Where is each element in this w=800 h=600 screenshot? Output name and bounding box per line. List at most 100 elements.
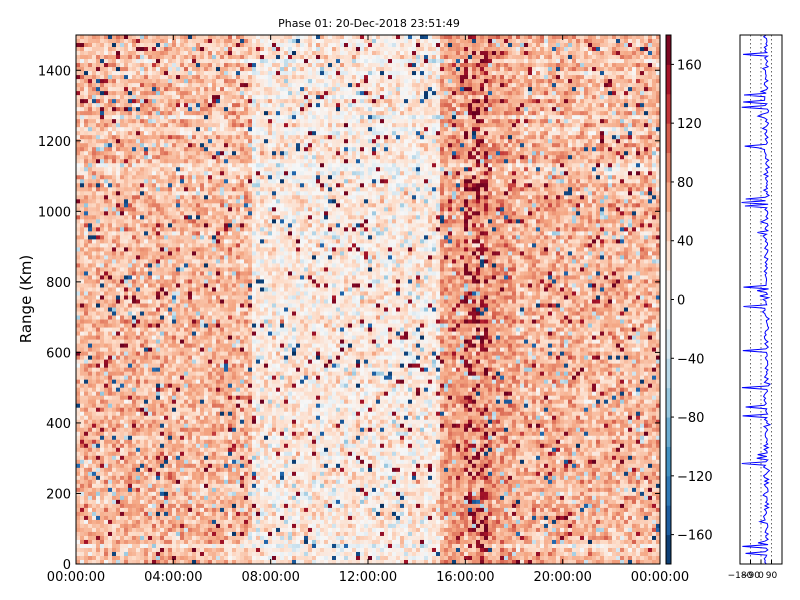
heatmap-cell <box>92 312 96 316</box>
heatmap-cell <box>92 516 96 520</box>
heatmap-cell <box>104 203 108 207</box>
heatmap-cell <box>108 460 112 464</box>
heatmap-cell <box>108 544 112 548</box>
heatmap-cell <box>84 316 88 320</box>
heatmap-cell <box>100 532 104 536</box>
heatmap-cell <box>84 544 88 548</box>
heatmap-cell <box>108 143 112 147</box>
heatmap-cell <box>92 195 96 199</box>
heatmap-cell <box>88 404 92 408</box>
heatmap-cell <box>104 127 108 131</box>
heatmap-cell <box>96 332 100 336</box>
heatmap-cell <box>84 548 88 552</box>
heatmap-cell <box>112 83 116 87</box>
heatmap-cell <box>116 368 120 372</box>
heatmap-cell <box>108 167 112 171</box>
heatmap-cell <box>88 111 92 115</box>
heatmap-cell <box>96 496 100 500</box>
heatmap-cell <box>104 376 108 380</box>
heatmap-cell <box>116 247 120 251</box>
heatmap-cell <box>76 287 80 291</box>
heatmap-cell <box>112 171 116 175</box>
heatmap-cell <box>76 524 80 528</box>
heatmap-cell <box>116 372 120 376</box>
heatmap-cell <box>92 416 96 420</box>
heatmap-cell <box>108 436 112 440</box>
heatmap-cell <box>84 512 88 516</box>
heatmap-cell <box>100 123 104 127</box>
heatmap-cell <box>104 540 108 544</box>
heatmap-cell <box>104 412 108 416</box>
heatmap-cell <box>84 392 88 396</box>
heatmap-cell <box>112 255 116 259</box>
heatmap-cell <box>104 324 108 328</box>
heatmap-cell <box>104 544 108 548</box>
heatmap-cell <box>100 352 104 356</box>
heatmap-cell <box>92 472 96 476</box>
heatmap-cell <box>112 191 116 195</box>
heatmap-cell <box>88 376 92 380</box>
heatmap-cell <box>120 39 124 43</box>
heatmap-cell <box>112 55 116 59</box>
heatmap-cell <box>104 416 108 420</box>
heatmap-cell <box>108 472 112 476</box>
heatmap-cell <box>80 119 84 123</box>
heatmap-cell <box>96 444 100 448</box>
heatmap-cell <box>80 348 84 352</box>
heatmap-cell <box>100 179 104 183</box>
heatmap-cell <box>116 251 120 255</box>
heatmap-cell <box>112 524 116 528</box>
heatmap-cell <box>96 480 100 484</box>
heatmap-cell <box>84 211 88 215</box>
heatmap-cell <box>76 195 80 199</box>
heatmap-cell <box>112 320 116 324</box>
heatmap-cell <box>120 123 124 127</box>
heatmap-cell <box>112 183 116 187</box>
heatmap-cell <box>108 328 112 332</box>
heatmap-cell <box>80 480 84 484</box>
heatmap-cell <box>96 211 100 215</box>
heatmap-cell <box>92 364 96 368</box>
heatmap-cell <box>88 448 92 452</box>
heatmap-cell <box>96 179 100 183</box>
heatmap-cell <box>112 452 116 456</box>
heatmap-cell <box>84 376 88 380</box>
heatmap-cell <box>88 552 92 556</box>
heatmap-cell <box>112 392 116 396</box>
heatmap-cell <box>88 368 92 372</box>
heatmap-cell <box>76 291 80 295</box>
heatmap-cell <box>108 508 112 512</box>
heatmap-cell <box>88 219 92 223</box>
heatmap-cell <box>76 139 80 143</box>
heatmap-cell <box>88 259 92 263</box>
heatmap-cell <box>108 219 112 223</box>
heatmap-cell <box>76 360 80 364</box>
heatmap-cell <box>100 251 104 255</box>
heatmap-cell <box>112 496 116 500</box>
heatmap-cell <box>88 79 92 83</box>
heatmap-cell <box>108 492 112 496</box>
heatmap-cell <box>96 267 100 271</box>
heatmap-cell <box>120 135 124 139</box>
heatmap-cell <box>76 428 80 432</box>
heatmap-cell <box>116 127 120 131</box>
heatmap-cell <box>108 43 112 47</box>
heatmap-cell <box>84 484 88 488</box>
heatmap-cell <box>92 271 96 275</box>
heatmap-cell <box>96 520 100 524</box>
heatmap-cell <box>80 432 84 436</box>
heatmap-cell <box>96 356 100 360</box>
heatmap-cell <box>116 540 120 544</box>
heatmap-cell <box>84 159 88 163</box>
heatmap-cell <box>104 91 108 95</box>
heatmap-cell <box>76 396 80 400</box>
heatmap-cell <box>76 328 80 332</box>
heatmap-cell <box>100 348 104 352</box>
heatmap-cell <box>104 352 108 356</box>
heatmap-cell <box>100 259 104 263</box>
heatmap-cell <box>100 63 104 67</box>
heatmap-cell <box>100 492 104 496</box>
heatmap-cell <box>92 316 96 320</box>
heatmap-cell <box>76 472 80 476</box>
heatmap-cell <box>104 392 108 396</box>
